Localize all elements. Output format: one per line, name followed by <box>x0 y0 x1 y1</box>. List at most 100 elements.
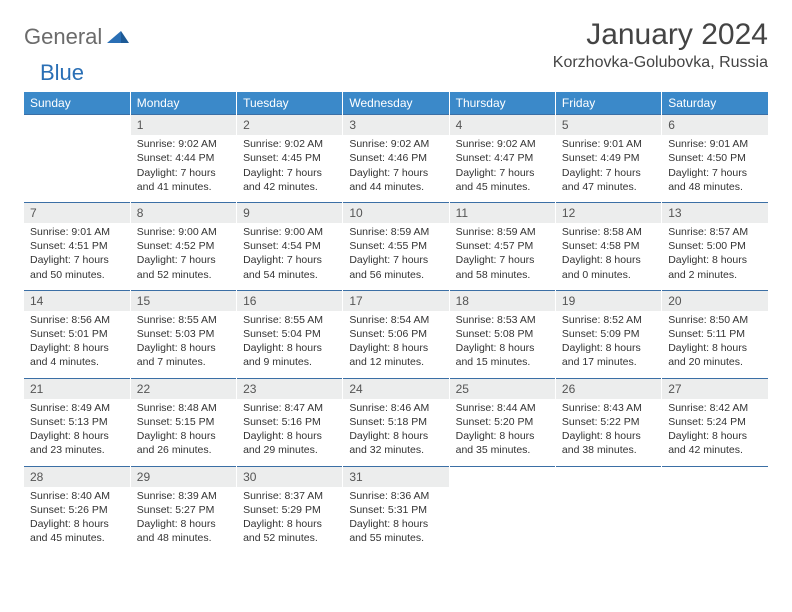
day-number: 30 <box>237 466 343 487</box>
calendar-table: Sunday Monday Tuesday Wednesday Thursday… <box>24 92 768 553</box>
sunset-text: Sunset: 5:11 PM <box>668 327 762 341</box>
day-cell: Sunrise: 9:02 AMSunset: 4:44 PMDaylight:… <box>130 135 236 202</box>
daylight-text-2: and 15 minutes. <box>456 355 549 369</box>
day-cell: Sunrise: 8:59 AMSunset: 4:57 PMDaylight:… <box>449 223 555 290</box>
daylight-text-2: and 56 minutes. <box>349 268 442 282</box>
sunrise-text: Sunrise: 8:59 AM <box>456 225 549 239</box>
sunrise-text: Sunrise: 9:00 AM <box>243 225 336 239</box>
day-number: 31 <box>343 466 449 487</box>
day-number <box>24 115 130 136</box>
daylight-text-2: and 45 minutes. <box>456 180 549 194</box>
day-number <box>449 466 555 487</box>
week-numbers-row: 123456 <box>24 115 768 136</box>
sunrise-text: Sunrise: 8:48 AM <box>137 401 230 415</box>
day-number: 24 <box>343 378 449 399</box>
day-cell: Sunrise: 8:54 AMSunset: 5:06 PMDaylight:… <box>343 311 449 378</box>
sunrise-text: Sunrise: 8:39 AM <box>137 489 230 503</box>
daylight-text-1: Daylight: 7 hours <box>349 166 442 180</box>
day-number: 12 <box>555 202 661 223</box>
daylight-text-2: and 44 minutes. <box>349 180 442 194</box>
week-content-row: Sunrise: 9:01 AMSunset: 4:51 PMDaylight:… <box>24 223 768 290</box>
day-cell: Sunrise: 9:01 AMSunset: 4:51 PMDaylight:… <box>24 223 130 290</box>
sunset-text: Sunset: 4:47 PM <box>456 151 549 165</box>
day-cell: Sunrise: 8:56 AMSunset: 5:01 PMDaylight:… <box>24 311 130 378</box>
daylight-text-1: Daylight: 7 hours <box>668 166 762 180</box>
sunset-text: Sunset: 5:22 PM <box>562 415 655 429</box>
daylight-text-2: and 2 minutes. <box>668 268 762 282</box>
day-header: Thursday <box>449 92 555 115</box>
sunrise-text: Sunrise: 9:00 AM <box>137 225 230 239</box>
daylight-text-2: and 52 minutes. <box>243 531 336 545</box>
daylight-text-2: and 0 minutes. <box>562 268 655 282</box>
sunrise-text: Sunrise: 8:36 AM <box>349 489 442 503</box>
sunset-text: Sunset: 4:51 PM <box>30 239 124 253</box>
sunset-text: Sunset: 5:06 PM <box>349 327 442 341</box>
sunset-text: Sunset: 5:15 PM <box>137 415 230 429</box>
day-header: Tuesday <box>237 92 343 115</box>
week-numbers-row: 21222324252627 <box>24 378 768 399</box>
day-cell <box>662 487 768 554</box>
day-number: 28 <box>24 466 130 487</box>
day-cell: Sunrise: 8:37 AMSunset: 5:29 PMDaylight:… <box>237 487 343 554</box>
day-number: 4 <box>449 115 555 136</box>
sunset-text: Sunset: 4:44 PM <box>137 151 230 165</box>
day-cell: Sunrise: 8:44 AMSunset: 5:20 PMDaylight:… <box>449 399 555 466</box>
daylight-text-1: Daylight: 8 hours <box>562 253 655 267</box>
logo-text-blue: Blue <box>40 60 84 85</box>
week-numbers-row: 28293031 <box>24 466 768 487</box>
day-number: 25 <box>449 378 555 399</box>
day-cell: Sunrise: 9:00 AMSunset: 4:54 PMDaylight:… <box>237 223 343 290</box>
day-header: Saturday <box>662 92 768 115</box>
daylight-text-2: and 48 minutes. <box>137 531 230 545</box>
week-numbers-row: 78910111213 <box>24 202 768 223</box>
sunrise-text: Sunrise: 9:02 AM <box>243 137 336 151</box>
daylight-text-1: Daylight: 8 hours <box>456 341 549 355</box>
day-number: 23 <box>237 378 343 399</box>
daylight-text-2: and 12 minutes. <box>349 355 442 369</box>
daylight-text-2: and 55 minutes. <box>349 531 442 545</box>
sunrise-text: Sunrise: 8:37 AM <box>243 489 336 503</box>
daylight-text-2: and 4 minutes. <box>30 355 124 369</box>
sunrise-text: Sunrise: 9:01 AM <box>668 137 762 151</box>
logo: General <box>24 18 131 50</box>
day-number: 22 <box>130 378 236 399</box>
daylight-text-1: Daylight: 8 hours <box>668 341 762 355</box>
day-number: 3 <box>343 115 449 136</box>
daylight-text-1: Daylight: 7 hours <box>243 166 336 180</box>
sunrise-text: Sunrise: 9:01 AM <box>562 137 655 151</box>
sunset-text: Sunset: 5:29 PM <box>243 503 336 517</box>
sunset-text: Sunset: 5:18 PM <box>349 415 442 429</box>
day-cell: Sunrise: 8:50 AMSunset: 5:11 PMDaylight:… <box>662 311 768 378</box>
day-cell: Sunrise: 8:47 AMSunset: 5:16 PMDaylight:… <box>237 399 343 466</box>
day-number: 16 <box>237 290 343 311</box>
day-cell: Sunrise: 8:57 AMSunset: 5:00 PMDaylight:… <box>662 223 768 290</box>
sunset-text: Sunset: 5:09 PM <box>562 327 655 341</box>
sunrise-text: Sunrise: 8:53 AM <box>456 313 549 327</box>
day-cell <box>24 135 130 202</box>
day-cell: Sunrise: 8:55 AMSunset: 5:03 PMDaylight:… <box>130 311 236 378</box>
daylight-text-1: Daylight: 8 hours <box>30 429 124 443</box>
day-number: 27 <box>662 378 768 399</box>
day-number: 8 <box>130 202 236 223</box>
day-cell: Sunrise: 8:53 AMSunset: 5:08 PMDaylight:… <box>449 311 555 378</box>
daylight-text-2: and 26 minutes. <box>137 443 230 457</box>
day-number: 2 <box>237 115 343 136</box>
sunset-text: Sunset: 5:27 PM <box>137 503 230 517</box>
sunrise-text: Sunrise: 8:55 AM <box>243 313 336 327</box>
sunrise-text: Sunrise: 8:50 AM <box>668 313 762 327</box>
daylight-text-2: and 20 minutes. <box>668 355 762 369</box>
day-number: 6 <box>662 115 768 136</box>
day-number: 15 <box>130 290 236 311</box>
week-content-row: Sunrise: 8:56 AMSunset: 5:01 PMDaylight:… <box>24 311 768 378</box>
sunrise-text: Sunrise: 9:02 AM <box>349 137 442 151</box>
daylight-text-1: Daylight: 8 hours <box>243 517 336 531</box>
day-number: 7 <box>24 202 130 223</box>
daylight-text-2: and 35 minutes. <box>456 443 549 457</box>
daylight-text-2: and 50 minutes. <box>30 268 124 282</box>
sunset-text: Sunset: 5:00 PM <box>668 239 762 253</box>
sunrise-text: Sunrise: 8:44 AM <box>456 401 549 415</box>
sunset-text: Sunset: 4:50 PM <box>668 151 762 165</box>
sunset-text: Sunset: 4:46 PM <box>349 151 442 165</box>
sunset-text: Sunset: 5:26 PM <box>30 503 124 517</box>
daylight-text-2: and 29 minutes. <box>243 443 336 457</box>
